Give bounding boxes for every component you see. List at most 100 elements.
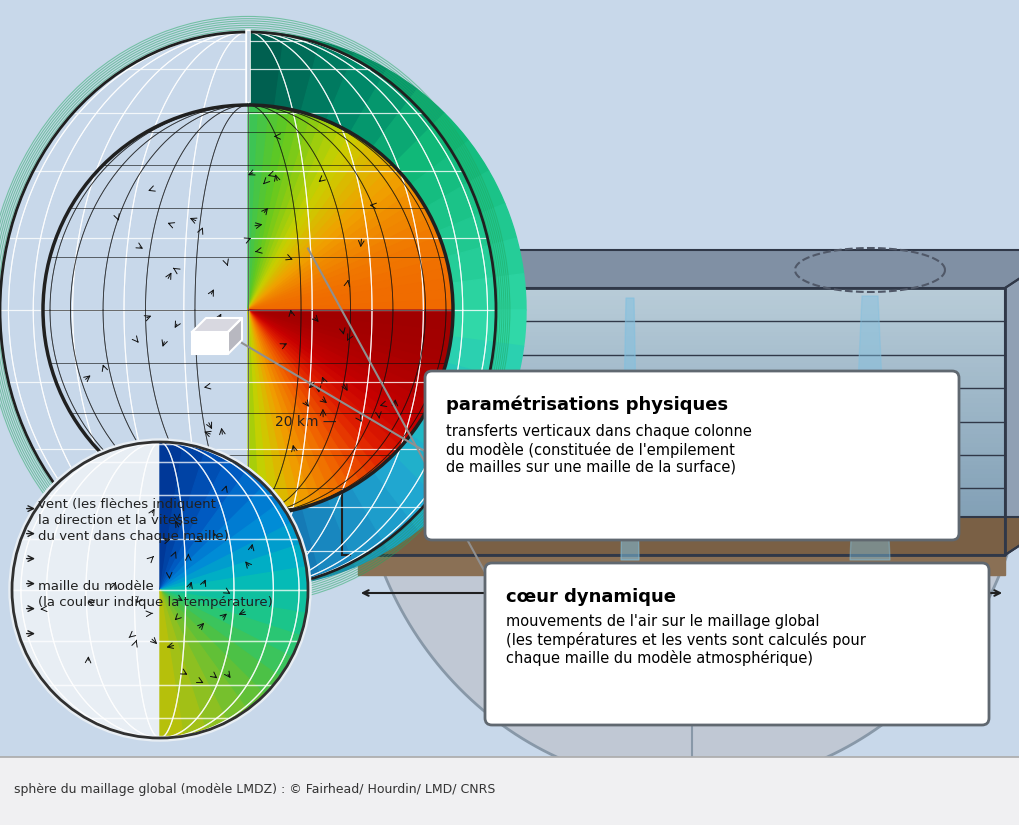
Bar <box>358 346 1004 351</box>
Bar <box>358 288 1004 292</box>
Wedge shape <box>248 172 407 310</box>
Text: transferts verticaux dans chaque colonne: transferts verticaux dans chaque colonne <box>445 424 751 439</box>
Bar <box>358 488 1004 493</box>
Bar <box>358 444 1004 448</box>
Wedge shape <box>248 310 407 447</box>
Bar <box>358 337 1004 342</box>
Text: (les températures et les vents sont calculés pour: (les températures et les vents sont calc… <box>505 632 865 648</box>
Wedge shape <box>248 127 351 310</box>
Bar <box>358 381 1004 386</box>
Wedge shape <box>248 208 430 310</box>
Text: paramétrisations physiques: paramétrisations physiques <box>445 396 728 414</box>
Bar <box>0 757 1019 825</box>
Wedge shape <box>248 310 414 439</box>
Text: (la couleur indique la température): (la couleur indique la température) <box>38 596 272 609</box>
Wedge shape <box>443 238 523 284</box>
Text: du modèle (constituée de l'empilement: du modèle (constituée de l'empilement <box>445 442 734 458</box>
Wedge shape <box>248 237 442 310</box>
Wedge shape <box>160 590 206 736</box>
Wedge shape <box>248 105 259 310</box>
Bar <box>358 550 1004 555</box>
Bar <box>358 373 1004 377</box>
Wedge shape <box>160 590 183 738</box>
Wedge shape <box>248 278 451 310</box>
Polygon shape <box>849 296 890 560</box>
Wedge shape <box>248 138 368 310</box>
Wedge shape <box>423 171 504 233</box>
Wedge shape <box>160 450 227 590</box>
Wedge shape <box>248 310 452 321</box>
Circle shape <box>428 390 464 426</box>
Bar <box>358 493 1004 497</box>
Wedge shape <box>409 412 488 479</box>
Bar <box>358 475 1004 479</box>
Wedge shape <box>248 310 392 462</box>
Circle shape <box>865 394 894 422</box>
Bar <box>358 422 1004 426</box>
Bar <box>358 342 1004 346</box>
Text: chaque maille du modèle atmosphérique): chaque maille du modèle atmosphérique) <box>505 650 812 666</box>
Wedge shape <box>248 158 392 310</box>
Wedge shape <box>248 32 284 109</box>
Bar <box>358 537 1004 542</box>
Wedge shape <box>248 310 377 476</box>
Bar <box>358 542 1004 546</box>
Polygon shape <box>358 517 1019 555</box>
Wedge shape <box>248 310 448 363</box>
Bar <box>358 359 1004 364</box>
Polygon shape <box>192 318 242 332</box>
Bar <box>358 301 1004 306</box>
Bar <box>358 511 1004 515</box>
Circle shape <box>881 399 917 435</box>
Wedge shape <box>160 590 264 710</box>
Bar <box>358 368 1004 373</box>
Wedge shape <box>248 299 452 310</box>
Circle shape <box>513 381 546 415</box>
Wedge shape <box>350 69 417 149</box>
Wedge shape <box>423 388 504 449</box>
Wedge shape <box>248 107 290 310</box>
Wedge shape <box>248 267 450 310</box>
Bar <box>358 470 1004 475</box>
Wedge shape <box>248 106 280 310</box>
Circle shape <box>789 394 825 431</box>
FancyBboxPatch shape <box>425 371 958 540</box>
Wedge shape <box>160 590 279 695</box>
Wedge shape <box>248 181 414 310</box>
Bar <box>358 506 1004 511</box>
Bar <box>358 520 1004 524</box>
Polygon shape <box>358 250 1019 288</box>
Circle shape <box>378 390 413 426</box>
Wedge shape <box>248 115 321 310</box>
Bar <box>358 306 1004 310</box>
Wedge shape <box>435 204 516 257</box>
Wedge shape <box>160 590 291 677</box>
Text: la direction et la vitesse: la direction et la vitesse <box>38 514 198 527</box>
Bar <box>358 395 1004 399</box>
Wedge shape <box>274 506 320 586</box>
Wedge shape <box>248 310 425 422</box>
Circle shape <box>736 394 772 431</box>
Polygon shape <box>357 435 1019 787</box>
Bar <box>358 412 1004 417</box>
Wedge shape <box>248 310 301 511</box>
Text: vent (les flèches indiquent: vent (les flèches indiquent <box>38 498 216 511</box>
Bar <box>358 461 1004 466</box>
Circle shape <box>397 397 441 441</box>
Wedge shape <box>248 217 435 310</box>
Bar <box>358 292 1004 297</box>
Wedge shape <box>248 310 420 431</box>
Wedge shape <box>160 442 183 590</box>
Wedge shape <box>248 310 452 332</box>
Text: cœur dynamique: cœur dynamique <box>505 588 676 606</box>
Wedge shape <box>371 89 444 167</box>
Circle shape <box>9 439 311 741</box>
Bar <box>358 515 1004 520</box>
Wedge shape <box>248 106 269 310</box>
Bar <box>358 403 1004 408</box>
Bar <box>358 483 1004 488</box>
Bar <box>358 390 1004 395</box>
Wedge shape <box>160 458 247 590</box>
Bar <box>358 524 1004 528</box>
Circle shape <box>756 402 802 448</box>
